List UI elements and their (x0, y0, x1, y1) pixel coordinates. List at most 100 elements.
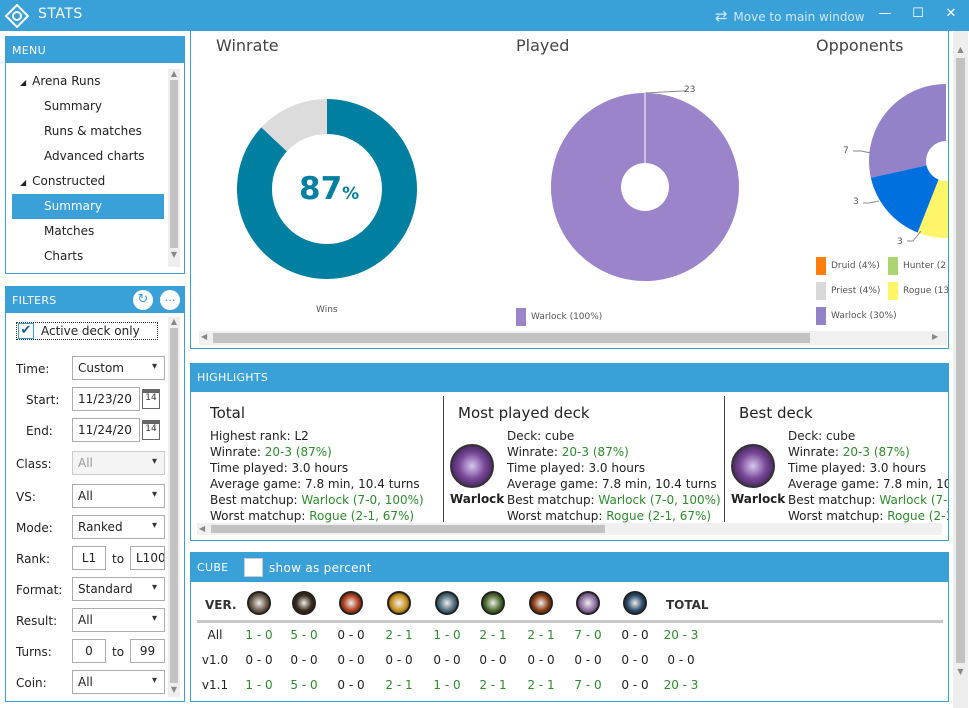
warlock-class-icon (731, 444, 775, 488)
warlock-icon (576, 591, 600, 615)
stat-line: Average game: 7.8 min, 10.4 turns (210, 476, 424, 492)
charts-hscroll-thumb[interactable] (213, 333, 810, 343)
menu-item[interactable]: Summary (12, 94, 164, 119)
end-label: End: (26, 424, 53, 438)
legend-swatch (888, 282, 898, 300)
stat-label: Best matchup: (788, 493, 880, 507)
paladin-icon (387, 591, 411, 615)
rank-to-input[interactable]: L1000 (130, 546, 165, 570)
app-logo-icon (5, 4, 29, 28)
time-select[interactable]: Custom (72, 356, 165, 380)
scroll-left-icon[interactable]: ◀ (199, 524, 206, 533)
scroll-right-icon[interactable]: ▶ (932, 332, 939, 341)
scroll-down-icon[interactable]: ▼ (170, 685, 178, 694)
scroll-left-icon[interactable]: ◀ (201, 332, 208, 341)
show-percent-checkbox[interactable] (244, 558, 263, 577)
stat-line: Winrate: 20-3 (87%) (210, 444, 424, 460)
active-deck-checkbox[interactable]: ✔ Active deck only (16, 322, 158, 340)
filters-scroll-thumb[interactable] (170, 328, 178, 683)
stat-label: Average game: (507, 477, 602, 491)
result-select[interactable]: All (72, 608, 165, 632)
refresh-icon[interactable]: ↻ (133, 290, 153, 310)
result-value: All (78, 613, 93, 627)
class-value: All (78, 456, 93, 470)
class-select: All (72, 451, 165, 475)
expand-arrow-icon[interactable]: ◢ (20, 78, 27, 87)
calendar-icon[interactable]: 14 (142, 420, 160, 440)
close-button[interactable]: ✕ (945, 6, 957, 21)
legend-swatch (888, 257, 898, 275)
stat-value: 20-3 (87%) (264, 445, 332, 459)
main-scrollbar[interactable]: ▲ ▼ (953, 31, 968, 708)
charts-hscrollbar[interactable]: ◀ ▶ (199, 331, 947, 345)
menu-scrollbar[interactable]: ▲ ▼ (168, 69, 180, 267)
most-played-class-label: Warlock (450, 492, 505, 506)
menu-item[interactable]: ◢ Arena Runs (12, 69, 164, 94)
menu-scroll-thumb[interactable] (170, 80, 178, 248)
highlights-divider (724, 396, 725, 522)
record-cell: 2 - 1 (385, 678, 413, 692)
maximize-button[interactable]: ☐ (912, 6, 924, 21)
stat-line: Worst matchup: Rogue (2-1, 67%) (210, 508, 424, 524)
stat-label: Winrate: (210, 445, 265, 459)
format-select[interactable]: Standard (72, 577, 165, 601)
menu-item[interactable]: Matches (12, 219, 164, 244)
stat-line: Highest rank: L2 (210, 428, 424, 444)
record-cell: 7 - 0 (574, 628, 602, 642)
start-date-input[interactable]: 11/23/20 (72, 387, 140, 411)
highlights-hscrollbar[interactable]: ◀ (197, 523, 942, 535)
rank-from-input[interactable]: L1 (72, 546, 106, 570)
format-label: Format: (16, 583, 63, 597)
more-options-button[interactable]: ... (160, 290, 180, 310)
most-played-stats: Deck: cube Winrate: 20-3 (87%) Time played… (507, 428, 721, 524)
stat-label: Deck: (507, 429, 546, 443)
coin-select[interactable]: All (72, 670, 165, 694)
filters-scrollbar[interactable]: ▲ ▼ (168, 317, 180, 697)
scroll-up-icon[interactable]: ▲ (170, 69, 178, 78)
calendar-icon[interactable]: 14 (142, 389, 160, 409)
class-icons-row (191, 591, 950, 617)
cube-table: All 1 - 0 5 - 0 0 - 0 2 - 1 1 - 0 2 - 1 2 - 1 7 … (191, 625, 950, 701)
highlights-panel: HIGHLIGHTS Total Highest rank: L2 Winrate… (190, 363, 949, 541)
stat-value: 3.0 hours (588, 461, 646, 475)
menu-header: MENU (6, 37, 184, 63)
filters-header: FILTERS (6, 287, 184, 313)
record-cell: 2 - 1 (527, 628, 555, 642)
scroll-down-icon[interactable]: ▼ (957, 667, 964, 676)
highlights-hscroll-thumb[interactable] (211, 525, 605, 533)
scroll-up-icon[interactable]: ▲ (170, 317, 178, 326)
cube-header: CUBE show as percent (191, 553, 948, 582)
menu-item[interactable]: Summary (12, 194, 164, 219)
record-cell: 0 - 0 (337, 678, 365, 692)
stat-line: Best matchup: Warlock (7-0, 100%) (507, 492, 721, 508)
menu-item[interactable]: ◢ Constructed (12, 169, 164, 194)
turns-from-input[interactable]: 0 (72, 639, 106, 663)
main-scroll-thumb[interactable] (956, 58, 965, 663)
opp-rogue-slice (917, 161, 948, 238)
end-date-input[interactable]: 11/24/20 (72, 418, 140, 442)
menu-item-label: Constructed (32, 174, 106, 188)
turns-to-input[interactable]: 99 (130, 639, 165, 663)
stat-value: L2 (294, 429, 309, 443)
menu-item[interactable]: Advanced charts (12, 144, 164, 169)
winrate-value: 87% (299, 171, 359, 207)
record-cell: 0 - 0 (479, 653, 507, 667)
scroll-down-icon[interactable]: ▼ (170, 250, 178, 259)
stat-line: Worst matchup: Rogue (2-1, 67%) (507, 508, 721, 524)
menu-item-label: Summary (44, 99, 102, 113)
filters-panel: FILTERS ↻ ... ✔ Active deck only Time: C… (5, 286, 185, 702)
stat-value: 3.0 hours (291, 461, 349, 475)
minimize-button[interactable]: — (878, 6, 892, 21)
donut-hole (272, 134, 382, 244)
mode-select[interactable]: Ranked (72, 515, 165, 539)
move-to-main-button[interactable]: ⇄ Move to main window (715, 7, 865, 25)
menu-item[interactable]: Charts (12, 244, 164, 269)
vs-select[interactable]: All (72, 484, 165, 508)
menu-item[interactable]: Runs & matches (12, 119, 164, 144)
record-cell: 1 - 0 (433, 678, 461, 692)
legend-swatch (816, 257, 826, 275)
menu-item-label: Matches (44, 224, 95, 238)
expand-arrow-icon[interactable]: ◢ (20, 178, 27, 187)
scroll-up-icon[interactable]: ▲ (957, 45, 964, 54)
stat-label: Best matchup: (507, 493, 599, 507)
